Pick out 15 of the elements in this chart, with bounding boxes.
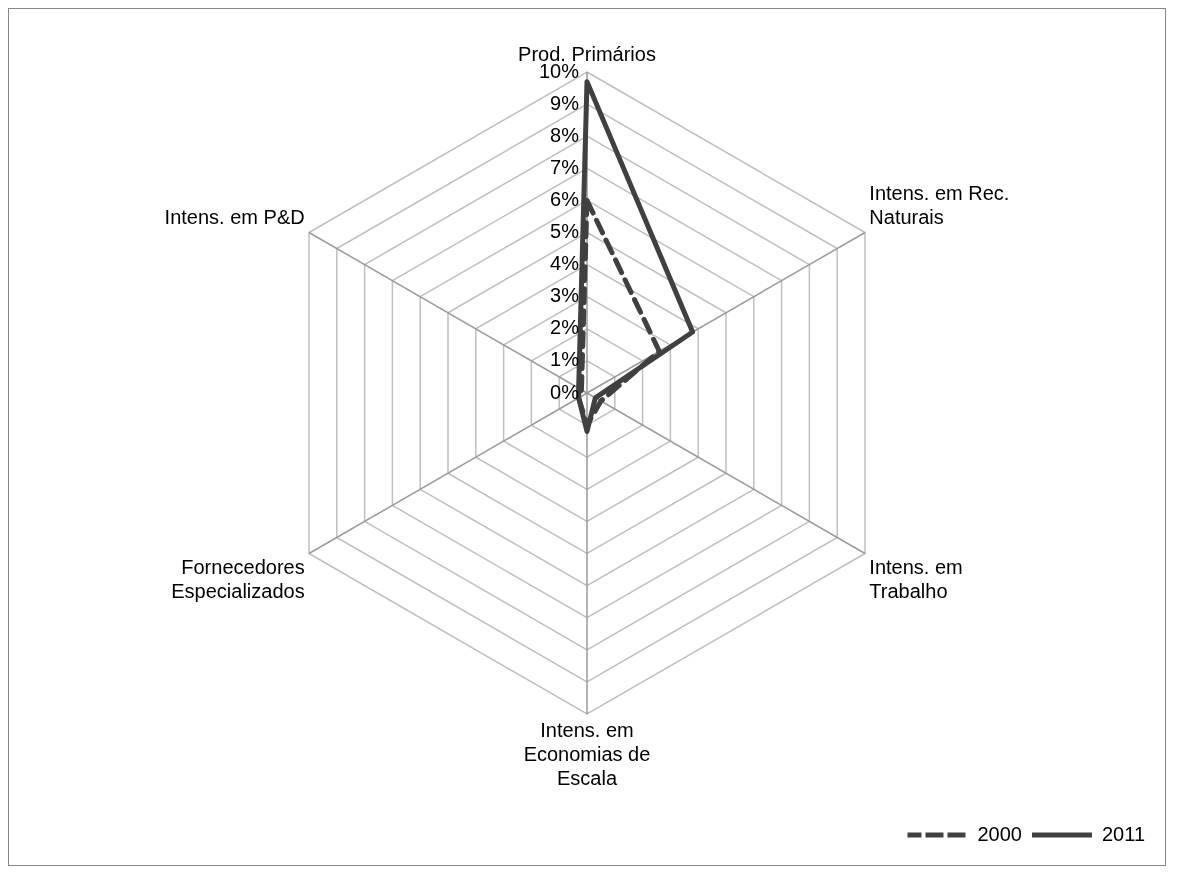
y-tick-label: 5% xyxy=(550,220,580,243)
spoke-label: Intens. em Economias de Escala xyxy=(523,718,651,789)
y-tick-label: 4% xyxy=(550,252,580,275)
spoke-label: Intens. em P&D xyxy=(164,205,305,228)
y-tick-label: 8% xyxy=(550,123,580,146)
spoke-label: Intens. em Trabalho xyxy=(869,555,963,602)
y-tick-label: 3% xyxy=(550,284,580,307)
spoke-label: Intens. em Rec. Naturais xyxy=(869,181,1010,228)
legend-label: 2011 xyxy=(1101,822,1146,845)
spoke-label: Fornecedores Especializados xyxy=(171,555,305,602)
spoke-label: Prod. Primários xyxy=(518,42,656,65)
y-tick-label: 7% xyxy=(550,155,580,178)
legend-label: 2000 xyxy=(977,822,1022,845)
y-tick-label: 6% xyxy=(550,187,580,210)
y-tick-label: 9% xyxy=(550,91,580,114)
